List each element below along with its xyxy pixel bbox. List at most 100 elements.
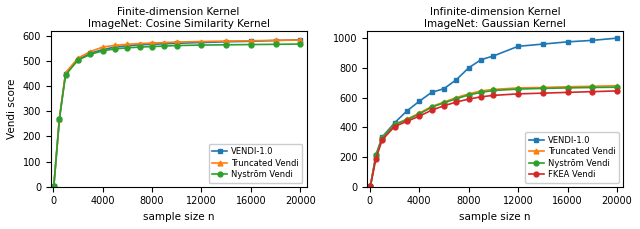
VENDI-1.0 (99, 48, 106, 51)
VENDI-1.0 (415, 100, 423, 103)
Nystrōm Vendi (477, 91, 485, 94)
Nystrōm Vendi (539, 87, 547, 90)
Nystrōm Vendi (415, 113, 423, 115)
VENDI-1.0 (428, 91, 435, 94)
Truncated Vendi (403, 118, 411, 120)
Legend: VENDI-1.0, Truncated Vendi, Nystrōm Vendi, FKEA Vendi: VENDI-1.0, Truncated Vendi, Nystrōm Vend… (525, 132, 619, 183)
Truncated Vendi (56, 117, 63, 120)
Truncated Vendi (477, 90, 485, 92)
VENDI-1.0 (272, 39, 280, 42)
Truncated Vendi (564, 85, 572, 88)
FKEA Vendi (490, 94, 497, 97)
Line: Truncated Vendi: Truncated Vendi (368, 83, 620, 188)
Truncated Vendi (74, 57, 82, 60)
VENDI-1.0 (50, 185, 58, 188)
Truncated Vendi (296, 39, 304, 41)
Nystrōm Vendi (440, 101, 448, 104)
Truncated Vendi (173, 41, 180, 44)
Truncated Vendi (588, 85, 596, 88)
VENDI-1.0 (588, 39, 596, 42)
VENDI-1.0 (247, 40, 255, 43)
VENDI-1.0 (111, 46, 119, 49)
Truncated Vendi (124, 43, 131, 46)
Truncated Vendi (198, 40, 205, 43)
FKEA Vendi (564, 91, 572, 94)
Truncated Vendi (272, 39, 280, 42)
X-axis label: sample size n: sample size n (460, 212, 531, 222)
VENDI-1.0 (378, 136, 386, 138)
FKEA Vendi (452, 101, 460, 104)
FKEA Vendi (372, 157, 380, 160)
Title: Finite-dimension Kernel
ImageNet: Cosine Similarity Kernel: Finite-dimension Kernel ImageNet: Cosine… (88, 7, 269, 29)
VENDI-1.0 (86, 52, 94, 55)
Truncated Vendi (465, 93, 472, 95)
Truncated Vendi (440, 101, 448, 104)
Nystrōm Vendi (56, 118, 63, 121)
VENDI-1.0 (61, 72, 69, 75)
FKEA Vendi (415, 115, 423, 117)
Line: Nystrōm Vendi: Nystrōm Vendi (51, 42, 303, 189)
Line: Truncated Vendi: Truncated Vendi (51, 38, 303, 189)
Truncated Vendi (50, 185, 58, 188)
Truncated Vendi (372, 154, 380, 157)
Nystrōm Vendi (372, 154, 380, 157)
VENDI-1.0 (173, 42, 180, 45)
Line: Nystrōm Vendi: Nystrōm Vendi (368, 85, 620, 188)
VENDI-1.0 (124, 44, 131, 47)
Line: VENDI-1.0: VENDI-1.0 (51, 37, 303, 189)
Nystrōm Vendi (124, 46, 131, 49)
FKEA Vendi (428, 109, 435, 112)
Nystrōm Vendi (136, 46, 143, 49)
Nystrōm Vendi (296, 43, 304, 45)
Truncated Vendi (111, 44, 119, 47)
Nystrōm Vendi (173, 44, 180, 47)
Truncated Vendi (613, 84, 621, 87)
VENDI-1.0 (452, 78, 460, 81)
Nystrōm Vendi (465, 94, 472, 96)
VENDI-1.0 (539, 43, 547, 46)
Nystrōm Vendi (161, 45, 168, 47)
VENDI-1.0 (198, 41, 205, 44)
Truncated Vendi (99, 46, 106, 49)
FKEA Vendi (403, 120, 411, 123)
Nystrōm Vendi (378, 137, 386, 139)
Truncated Vendi (247, 39, 255, 42)
FKEA Vendi (465, 98, 472, 101)
Nystrōm Vendi (490, 89, 497, 92)
Nystrōm Vendi (148, 45, 156, 48)
Nystrōm Vendi (403, 119, 411, 121)
FKEA Vendi (588, 90, 596, 93)
VENDI-1.0 (56, 117, 63, 120)
FKEA Vendi (378, 139, 386, 141)
Truncated Vendi (415, 112, 423, 114)
Nystrōm Vendi (367, 185, 374, 187)
Nystrōm Vendi (452, 97, 460, 100)
Line: VENDI-1.0: VENDI-1.0 (368, 36, 620, 188)
Truncated Vendi (148, 42, 156, 44)
Truncated Vendi (539, 86, 547, 89)
Nystrōm Vendi (222, 44, 230, 46)
Y-axis label: Vendi score: Vendi score (7, 79, 17, 139)
Truncated Vendi (428, 105, 435, 108)
Line: FKEA Vendi: FKEA Vendi (368, 88, 620, 188)
Nystrōm Vendi (247, 43, 255, 46)
Nystrōm Vendi (50, 185, 58, 188)
FKEA Vendi (539, 92, 547, 95)
Truncated Vendi (452, 96, 460, 99)
VENDI-1.0 (390, 122, 398, 124)
FKEA Vendi (515, 93, 522, 95)
X-axis label: sample size n: sample size n (143, 212, 214, 222)
Nystrōm Vendi (428, 106, 435, 109)
VENDI-1.0 (136, 44, 143, 46)
VENDI-1.0 (148, 43, 156, 46)
Legend: VENDI-1.0, Truncated Vendi, Nystrōm Vendi: VENDI-1.0, Truncated Vendi, Nystrōm Vend… (209, 144, 302, 183)
VENDI-1.0 (440, 87, 448, 90)
VENDI-1.0 (222, 40, 230, 43)
FKEA Vendi (440, 104, 448, 107)
Truncated Vendi (490, 88, 497, 91)
VENDI-1.0 (403, 110, 411, 112)
VENDI-1.0 (477, 58, 485, 61)
Nystrōm Vendi (74, 59, 82, 62)
Truncated Vendi (136, 42, 143, 45)
Nystrōm Vendi (613, 86, 621, 89)
